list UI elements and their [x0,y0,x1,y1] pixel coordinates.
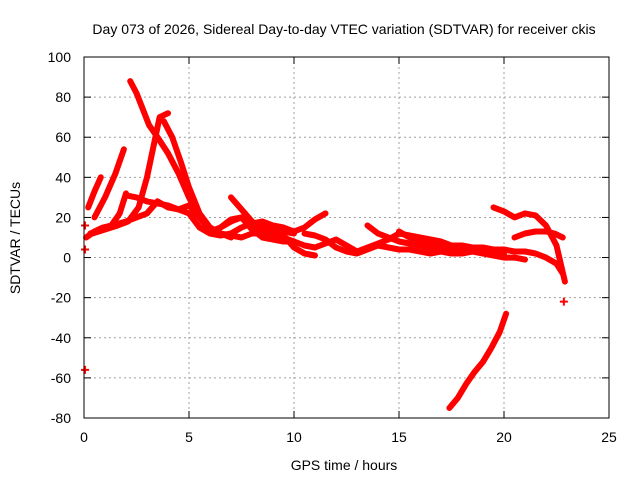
y-tick-label: -20 [51,290,71,306]
y-tick-label: 40 [55,169,71,185]
y-tick-label: -80 [51,410,71,426]
series-line-arc-p [511,228,566,241]
y-tick-label: -40 [51,330,71,346]
y-tick-label: -60 [51,370,71,386]
data-point-0 [81,365,90,374]
y-tick-label: 20 [55,209,71,225]
x-tick-label: 20 [496,429,512,445]
x-axis-label: GPS time / hours [291,457,398,473]
x-tick-labels: 0 5 10 15 20 25 [80,429,617,445]
x-tick-label: 25 [601,429,617,445]
data-point-3 [559,297,568,306]
series-layer [81,78,568,411]
series-line-arc-j [217,214,297,237]
y-axis-label: SDTVAR / TECUs [7,182,23,294]
plot-frame [83,56,610,419]
series-line-arc-e [89,110,171,237]
data-point-1 [81,245,90,254]
x-tick-label: 10 [286,429,302,445]
x-tick-label: 5 [185,429,193,445]
data-point-2 [81,221,90,230]
grid-lines [84,57,609,418]
series-line-arc-g [85,174,104,211]
series-line-arc-h [91,146,127,221]
series-line-arc-o [490,204,568,285]
series-line-arc-q [446,310,510,411]
y-tick-label: 80 [55,89,71,105]
x-tick-label: 15 [391,429,407,445]
y-tick-label: 60 [55,129,71,145]
y-tick-label: 0 [63,250,71,266]
axis-ticks [83,56,610,419]
series-line-arc-n [396,228,566,277]
y-tick-label: 100 [48,49,72,65]
chart-title: Day 073 of 2026, Sidereal Day-to-day VTE… [92,21,595,37]
x-tick-label: 0 [80,429,88,445]
y-tick-labels: -80 -60 -40 -20 0 20 40 60 80 100 [48,49,72,426]
